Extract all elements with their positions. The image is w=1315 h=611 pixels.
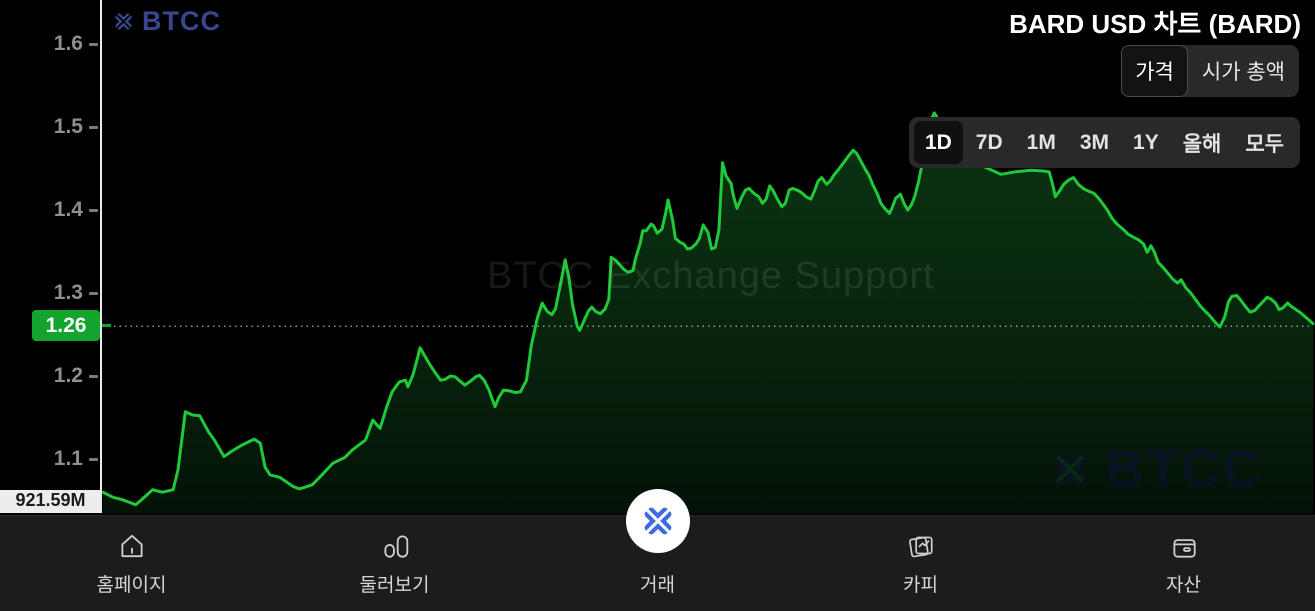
- toggle-market-cap[interactable]: 시가 총액: [1201, 61, 1285, 84]
- toggle-price[interactable]: 가격: [1121, 45, 1188, 97]
- y-axis-tick: 1.6: [0, 32, 100, 56]
- time-range-selector: 1D 7D 1M 3M 1Y 올해 모두: [908, 117, 1300, 168]
- tick-dash: [89, 125, 98, 129]
- y-axis-tick: 1.4: [0, 198, 100, 222]
- y-axis-tick: 1.5: [0, 115, 100, 139]
- btcc-logo-text: BTCC: [142, 6, 221, 36]
- range-7d[interactable]: 7D: [975, 130, 1003, 154]
- chart-price-line: [101, 111, 1315, 507]
- nav-item-trade[interactable]: 거래: [526, 489, 789, 611]
- range-1d[interactable]: 1D: [913, 121, 963, 164]
- price-chart[interactable]: BTCC Exchange Support BTCC 1.6 1.5 1.4 1…: [0, 0, 1315, 515]
- tick-dash: [89, 457, 98, 461]
- nav-item-copy[interactable]: 카피: [789, 516, 1052, 611]
- y-axis-tick: 1.1: [0, 447, 100, 471]
- home-icon: [116, 530, 148, 562]
- range-ytd[interactable]: 올해: [1182, 132, 1222, 156]
- btcc-logo: BTCC: [112, 6, 221, 37]
- tick-dash: [89, 374, 98, 378]
- explore-icon: [379, 530, 411, 562]
- y-axis-line: [100, 0, 102, 513]
- tick-dash: [89, 208, 98, 212]
- nav-item-home[interactable]: 홈페이지: [0, 516, 263, 611]
- y-axis-tick: 1.3: [0, 281, 100, 305]
- copy-trading-icon: [905, 530, 937, 562]
- btcc-x-logo-icon: [115, 13, 132, 30]
- bottom-navigation-bar: 홈페이지 둘러보기 거래: [0, 489, 1315, 611]
- current-price-badge: 1.26: [32, 310, 111, 341]
- range-1y[interactable]: 1Y: [1133, 130, 1159, 154]
- btcc-x-icon: [644, 507, 671, 535]
- y-axis-tick: 1.2: [0, 364, 100, 388]
- trade-button-circle[interactable]: [625, 489, 690, 553]
- range-all[interactable]: 모두: [1245, 132, 1284, 156]
- range-3m[interactable]: 3M: [1079, 130, 1110, 154]
- market-cap-axis-label: 921.59M: [0, 490, 101, 513]
- page-title: BARD USD 차트 (BARD): [1009, 9, 1301, 39]
- nav-item-assets[interactable]: 자산: [1052, 516, 1315, 611]
- wallet-icon: [1168, 530, 1200, 562]
- tick-dash: [89, 42, 98, 46]
- metric-toggle: 가격 시가 총액: [1121, 45, 1299, 97]
- range-1m[interactable]: 1M: [1026, 130, 1056, 154]
- nav-item-explore[interactable]: 둘러보기: [263, 516, 526, 611]
- chart-canvas[interactable]: [0, 0, 1315, 515]
- chart-area-fill: [103, 112, 1313, 515]
- tick-dash: [89, 291, 98, 295]
